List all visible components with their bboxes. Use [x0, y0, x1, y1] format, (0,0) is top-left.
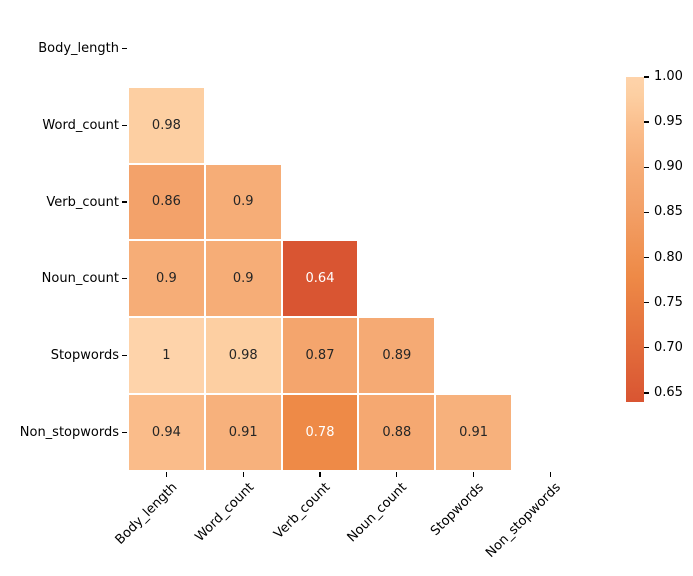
colorbar-tick-label: 0.80	[654, 249, 683, 265]
y-tick-label: Stopwords	[50, 348, 119, 364]
x-tick-mark	[549, 471, 552, 477]
y-tick-mark	[122, 47, 127, 50]
colorbar-tick-mark	[644, 211, 649, 214]
heatmap-cell: 0.98	[128, 86, 205, 164]
cell-annotation: 1	[162, 348, 171, 364]
x-tick-mark	[472, 471, 475, 477]
heatmap-cell: 0.94	[128, 394, 205, 471]
y-tick-label: Non_stopwords	[19, 424, 119, 440]
y-tick-label: Verb_count	[46, 194, 119, 210]
colorbar-tick-mark	[644, 392, 649, 394]
heatmap-cell: 0.9	[128, 240, 205, 318]
heatmap-cell: 0.98	[204, 317, 282, 394]
colorbar-tick-label: 0.90	[654, 159, 683, 175]
y-tick-mark	[122, 124, 127, 126]
y-tick-label: Body_length	[38, 40, 119, 56]
x-tick-mark	[396, 471, 398, 477]
x-tick-label: Verb_count	[271, 479, 334, 542]
x-tick-mark	[165, 471, 168, 477]
colorbar-tick-label: 1.00	[654, 69, 683, 84]
colorbar-tick-label: 0.70	[654, 339, 683, 355]
cell-annotation: 0.91	[228, 424, 258, 440]
heatmap-cell: 0.9	[204, 240, 282, 318]
cell-annotation: 0.98	[228, 348, 258, 364]
cell-annotation: 0.86	[151, 194, 181, 210]
y-tick-mark	[122, 431, 127, 434]
colorbar-tick-label: 0.65	[654, 384, 683, 400]
heatmap-cell: 0.88	[358, 394, 436, 471]
heatmap-cell: 0.64	[281, 240, 359, 318]
cell-annotation: 0.88	[382, 424, 412, 440]
cell-annotation: 0.91	[459, 424, 489, 440]
heatmap-cell: 0.86	[128, 163, 205, 241]
y-tick-label: Word_count	[42, 117, 119, 133]
y-tick-label: Noun_count	[41, 271, 119, 287]
colorbar-tick-mark	[644, 76, 649, 78]
y-tick-mark	[122, 278, 127, 280]
heatmap-cell: 0.89	[358, 317, 436, 394]
x-tick-label: Body_length	[112, 479, 180, 548]
colorbar-tick-mark	[644, 347, 649, 349]
y-tick-mark	[122, 201, 127, 203]
x-tick-mark	[319, 471, 321, 477]
x-tick-label: Noun_count	[345, 479, 411, 546]
heatmap-cell: 1	[128, 317, 205, 394]
cell-annotation: 0.98	[151, 117, 181, 133]
y-tick-mark	[122, 354, 127, 357]
colorbar-tick-label: 0.75	[654, 294, 683, 310]
x-tick-label: Stopwords	[428, 479, 488, 539]
heatmap-cell: 0.9	[204, 163, 282, 241]
cell-annotation: 0.78	[305, 424, 335, 440]
colorbar-tick-mark	[644, 256, 649, 259]
cell-annotation: 0.94	[151, 424, 181, 440]
colorbar-tick-mark	[644, 121, 649, 123]
x-tick-mark	[242, 471, 244, 477]
x-tick-label: Non_stopwords	[483, 479, 564, 561]
cell-annotation: 0.9	[232, 194, 254, 210]
colorbar-tick-mark	[644, 166, 649, 168]
colorbar-tick-label: 0.85	[654, 204, 683, 220]
cell-annotation: 0.9	[156, 271, 177, 287]
cell-annotation: 0.89	[382, 348, 412, 364]
x-tick-label: Word_count	[192, 479, 257, 545]
heatmap-cell: 0.78	[281, 394, 359, 471]
cell-annotation: 0.9	[232, 271, 254, 287]
cell-annotation: 0.64	[305, 271, 335, 287]
colorbar-tick-mark	[644, 302, 649, 304]
heatmap-cell: 0.91	[435, 394, 512, 471]
heatmap-cell: 0.91	[204, 394, 282, 471]
cell-annotation: 0.87	[305, 348, 335, 364]
colorbar-tick-label: 0.95	[654, 114, 683, 130]
colorbar	[626, 77, 644, 402]
heatmap-cell: 0.87	[281, 317, 359, 394]
